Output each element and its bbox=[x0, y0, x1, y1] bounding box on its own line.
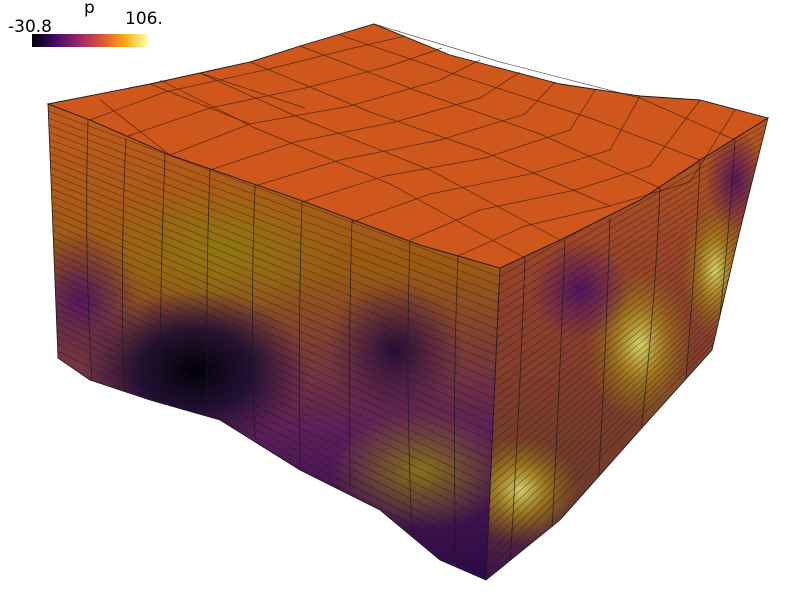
left-face bbox=[47, 103, 501, 581]
mesh-line bbox=[498, 143, 762, 303]
mesh-line bbox=[51, 202, 495, 390]
mesh-line bbox=[489, 291, 727, 503]
mesh-line bbox=[51, 188, 496, 373]
mesh-line bbox=[56, 329, 488, 546]
colorbar-title: p bbox=[84, 0, 95, 18]
mesh-line bbox=[50, 160, 497, 338]
mesh-line bbox=[495, 195, 750, 373]
mesh-line bbox=[50, 181, 496, 364]
mesh-line bbox=[49, 138, 499, 312]
mesh-line bbox=[487, 317, 720, 537]
mesh-line bbox=[54, 266, 492, 468]
colorbar-min-label: -30.8 bbox=[8, 17, 52, 37]
mesh-line bbox=[487, 324, 719, 546]
mesh-line bbox=[54, 280, 491, 485]
mesh-line bbox=[52, 209, 495, 399]
mesh-line bbox=[490, 278, 730, 485]
mesh-line bbox=[494, 201, 748, 381]
mesh-line bbox=[493, 214, 745, 399]
mesh-line bbox=[498, 137, 764, 295]
mesh-line bbox=[56, 315, 489, 529]
mesh-line bbox=[55, 287, 491, 494]
mesh-line bbox=[50, 167, 497, 347]
mesh-line bbox=[51, 195, 496, 381]
mesh-line bbox=[53, 258, 492, 459]
mesh-line bbox=[52, 230, 494, 425]
mesh-line bbox=[49, 131, 499, 303]
mesh-line bbox=[494, 207, 747, 390]
mesh-line bbox=[48, 110, 500, 277]
mesh-line bbox=[52, 223, 494, 416]
mesh-line bbox=[495, 182, 753, 355]
mesh-line bbox=[497, 149, 761, 312]
mesh-line bbox=[492, 246, 738, 442]
mesh-line bbox=[490, 272, 731, 477]
mesh-line bbox=[496, 169, 756, 338]
mesh-line bbox=[57, 336, 488, 555]
colorbar-max-label: 106. bbox=[125, 9, 163, 29]
mesh-line bbox=[489, 285, 728, 494]
mesh-line bbox=[54, 273, 491, 477]
mesh-line bbox=[497, 156, 759, 321]
mesh-line bbox=[55, 308, 489, 520]
mesh-line bbox=[52, 216, 494, 407]
mesh-line bbox=[486, 330, 717, 555]
colorbar-gradient bbox=[32, 34, 147, 47]
mesh-line bbox=[488, 298, 725, 511]
mesh-line bbox=[492, 240, 739, 433]
mesh-line bbox=[53, 251, 492, 451]
colorbar-legend: -30.8 p 106. bbox=[0, 0, 170, 52]
mesh-line bbox=[55, 294, 490, 503]
mesh-line bbox=[495, 188, 752, 364]
mesh-line bbox=[496, 175, 755, 347]
mesh-line bbox=[56, 322, 489, 537]
mesh-line bbox=[493, 220, 744, 407]
mesh-line bbox=[48, 124, 499, 295]
mesh-line bbox=[499, 130, 766, 286]
mesh-line bbox=[488, 311, 722, 529]
mesh-line bbox=[50, 174, 497, 355]
mesh-line bbox=[493, 227, 742, 416]
mesh-line bbox=[53, 237, 493, 433]
mesh-line bbox=[491, 259, 734, 459]
mesh-line bbox=[55, 301, 490, 511]
top-face bbox=[46, 23, 770, 269]
mesh-line bbox=[488, 304, 724, 520]
mesh-line bbox=[486, 336, 716, 563]
mesh-line bbox=[492, 233, 741, 425]
mesh-line bbox=[48, 117, 500, 286]
mesh-line bbox=[491, 253, 736, 451]
mesh-line bbox=[53, 244, 493, 442]
mesh-line bbox=[497, 162, 758, 329]
right-face bbox=[485, 117, 769, 581]
